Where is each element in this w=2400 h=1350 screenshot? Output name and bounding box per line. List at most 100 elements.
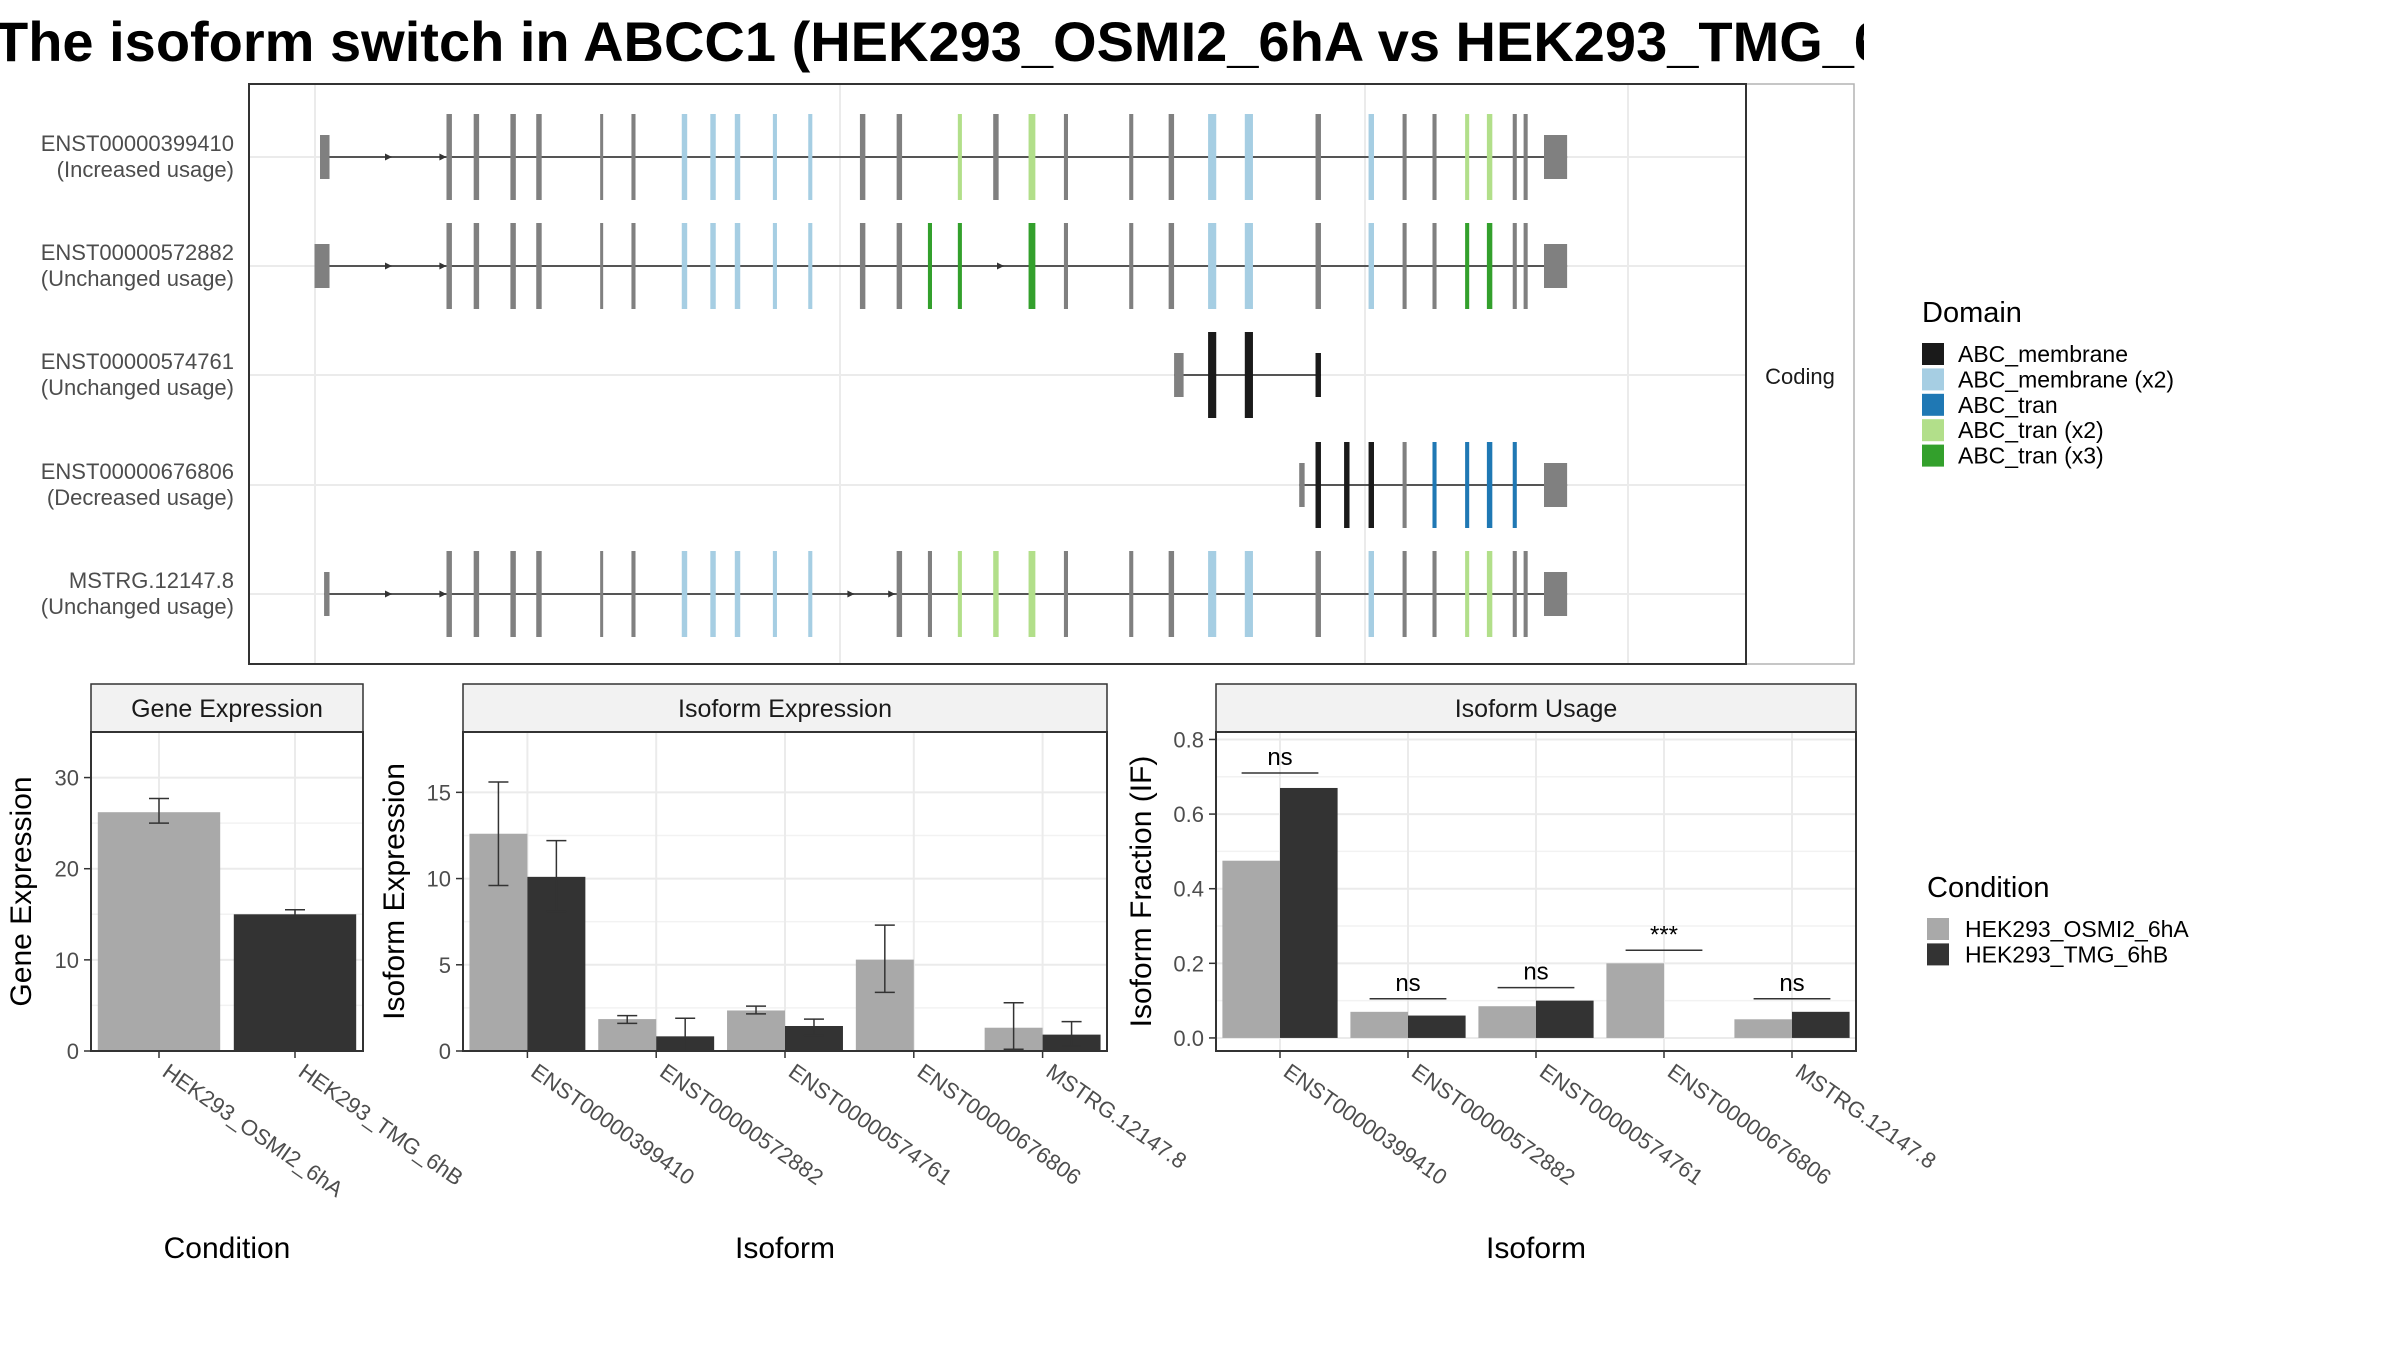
exon <box>600 223 604 309</box>
exon <box>1486 223 1493 309</box>
condition-legend-label: HEK293_TMG_6hB <box>1965 941 2168 967</box>
exon <box>859 223 866 309</box>
y-tick-label: 0.8 <box>1173 727 1204 752</box>
exon <box>1402 442 1407 528</box>
bar <box>97 812 221 1051</box>
x-axis-title: Isoform <box>735 1232 835 1265</box>
exon <box>772 223 777 309</box>
y-axis-title: Gene Expression <box>5 776 38 1006</box>
exon <box>927 223 932 309</box>
exon <box>1486 114 1493 200</box>
exon <box>1344 442 1350 528</box>
exon <box>734 223 741 309</box>
exon <box>957 114 962 200</box>
exon <box>1129 223 1134 309</box>
domain-legend-key <box>1922 444 1944 467</box>
exon <box>1063 114 1068 200</box>
exon <box>1299 463 1305 507</box>
exon <box>1402 223 1407 309</box>
exon <box>1465 551 1470 637</box>
transcript-ENST00000399410 <box>320 114 1568 200</box>
transcript-usage-label: (Unchanged usage) <box>41 594 234 619</box>
exon <box>1168 114 1175 200</box>
exon <box>631 114 636 200</box>
exon <box>1523 114 1528 200</box>
exon <box>1244 332 1253 418</box>
exon <box>1512 442 1517 528</box>
exon <box>1315 353 1321 397</box>
exon <box>896 223 903 309</box>
strand-arrow <box>439 153 447 161</box>
y-tick-label: 0.2 <box>1173 951 1204 976</box>
condition-legend-key <box>1927 918 1949 940</box>
exon <box>320 135 330 179</box>
transcript-usage-label: (Decreased usage) <box>47 485 234 510</box>
bar <box>1606 963 1664 1038</box>
exon <box>473 551 480 637</box>
exon <box>1486 442 1493 528</box>
y-tick-label: 0 <box>439 1039 451 1064</box>
exon <box>772 551 777 637</box>
bar <box>233 914 357 1051</box>
y-tick-label: 0.0 <box>1173 1026 1204 1051</box>
y-tick-label: 20 <box>55 857 79 882</box>
exon <box>1244 223 1253 309</box>
bar <box>1280 787 1338 1038</box>
y-tick-label: 15 <box>427 780 451 805</box>
domain-legend-title: Domain <box>1922 297 2022 329</box>
exon <box>1544 244 1568 288</box>
strand-arrow <box>385 590 392 598</box>
exon <box>1168 223 1175 309</box>
bar <box>1222 860 1280 1038</box>
exon <box>446 223 452 309</box>
bar <box>598 1019 657 1051</box>
panel-strip-label: Gene Expression <box>131 695 323 723</box>
y-tick-label: 5 <box>439 953 451 978</box>
exon <box>1432 114 1437 200</box>
exon <box>859 114 866 200</box>
exon <box>1368 442 1374 528</box>
domain-legend-key <box>1922 343 1944 365</box>
exon <box>710 114 716 200</box>
exon <box>1028 223 1036 309</box>
exon <box>1368 551 1374 637</box>
exon <box>510 223 516 309</box>
exon <box>808 114 813 200</box>
exon <box>1432 223 1437 309</box>
transcript-usage-label: (Unchanged usage) <box>41 375 234 400</box>
domain-legend-label: ABC_tran (x3) <box>1958 443 2104 469</box>
exon <box>1512 114 1517 200</box>
bar <box>1350 1011 1408 1038</box>
y-tick-label: 0.6 <box>1173 802 1204 827</box>
exon <box>1402 114 1407 200</box>
y-tick-label: 10 <box>427 867 451 892</box>
exon <box>600 551 604 637</box>
transcript-MSTRG.12147.8 <box>324 551 1568 637</box>
exon <box>1208 223 1217 309</box>
condition-legend-key <box>1927 943 1949 966</box>
exon <box>536 551 542 637</box>
facet-strip-label: Coding <box>1765 364 1835 389</box>
exon <box>1174 353 1184 397</box>
strand-arrow <box>888 590 896 598</box>
transcript-panel-border <box>248 83 1747 665</box>
strand-arrow <box>385 262 392 270</box>
condition-legend-title: Condition <box>1927 872 2050 904</box>
exon <box>1402 551 1407 637</box>
y-axis-title: Isoform Fraction (IF) <box>1125 756 1158 1028</box>
y-tick-label: 30 <box>55 766 79 791</box>
exon <box>1208 114 1217 200</box>
exon <box>957 551 962 637</box>
facet-strip <box>1745 83 1855 665</box>
exon <box>772 114 777 200</box>
exon <box>473 114 480 200</box>
bar <box>1478 1006 1536 1038</box>
transcript-ENST00000574761 <box>1174 332 1321 418</box>
transcript-ENST00000676806 <box>1299 442 1568 528</box>
exon <box>324 572 330 616</box>
exon <box>1315 223 1321 309</box>
exon <box>1315 551 1321 637</box>
domain-legend-key <box>1922 393 1944 416</box>
